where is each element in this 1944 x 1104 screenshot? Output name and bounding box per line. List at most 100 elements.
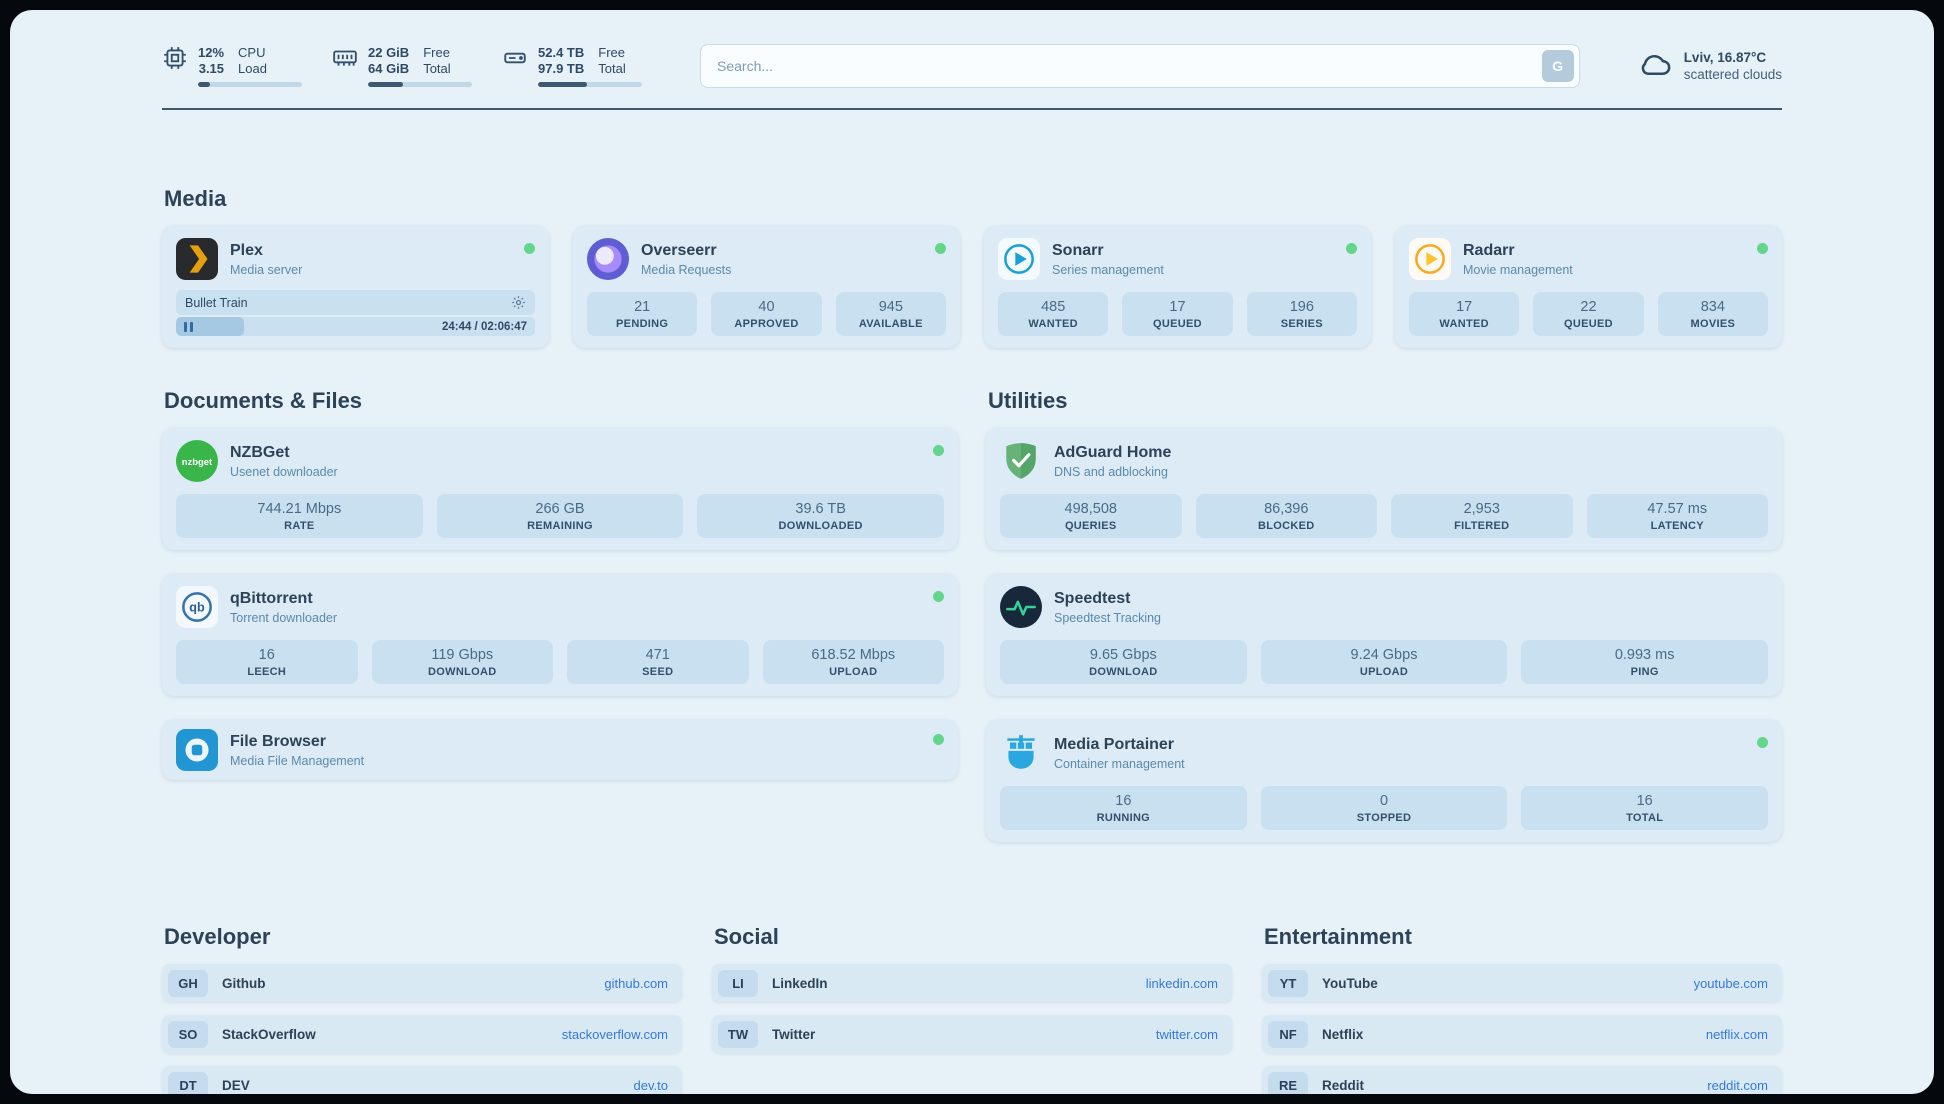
pause-icon[interactable] — [182, 321, 196, 333]
service-name: AdGuard Home — [1054, 443, 1172, 461]
service-card-radarr[interactable]: Radarr Movie management 17 WANTED 22 QUEUE… — [1395, 226, 1782, 348]
weather-location: Lviv, 16.87°C — [1683, 50, 1767, 65]
bookmarks-entertainment: Entertainment YT YouTube youtube.com NF … — [1262, 924, 1782, 1094]
bookmark-url: stackoverflow.com — [561, 1026, 668, 1042]
entertainment-section-title: Entertainment — [1264, 924, 1412, 949]
service-name: Overseerr — [641, 241, 717, 259]
weather-widget: Lviv, 16.87°C scattered clouds — [1638, 50, 1782, 83]
service-subtitle: Media Requests — [641, 262, 732, 277]
bookmark-name: DEV — [222, 1077, 250, 1093]
status-dot — [1757, 243, 1768, 254]
bookmark-abbr: TW — [718, 1020, 758, 1048]
bookmark-url: twitter.com — [1155, 1026, 1218, 1042]
service-name: Plex — [230, 241, 263, 259]
gear-icon[interactable] — [511, 295, 526, 310]
service-name: Radarr — [1463, 241, 1515, 259]
bookmark-name: YouTube — [1322, 975, 1378, 991]
stat-downloaded: 39.6 TB DOWNLOADED — [697, 494, 944, 538]
service-subtitle: Media File Management — [230, 753, 365, 768]
bookmark-abbr: YT — [1268, 969, 1308, 997]
search-bar: G — [700, 44, 1580, 88]
service-card-filebrowser[interactable]: File Browser Media File Management — [162, 720, 958, 780]
service-card-plex[interactable]: Plex Media server Bullet Train — [162, 226, 549, 348]
stat-pending: 21 PENDING — [587, 292, 698, 336]
search-provider-button[interactable]: G — [1541, 50, 1574, 82]
service-subtitle: Usenet downloader — [230, 464, 338, 479]
now-playing-row: Bullet Train — [176, 290, 535, 315]
cpu-progress-bar — [198, 82, 302, 88]
header-divider — [162, 108, 1782, 110]
status-dot — [1346, 243, 1357, 254]
cloud-icon — [1638, 50, 1674, 83]
cpu-percent: 12% — [198, 44, 225, 60]
memory-free: 22 GiB — [368, 44, 410, 60]
stat-queries: 498,508 QUERIES — [1000, 494, 1182, 538]
status-dot — [1757, 737, 1768, 748]
bookmark-name: Reddit — [1322, 1077, 1364, 1093]
service-name: NZBGet — [230, 443, 290, 461]
bookmark-url: linkedin.com — [1145, 975, 1218, 991]
social-section-title: Social — [714, 924, 779, 949]
bookmark-dev[interactable]: DT DEV dev.to — [162, 1066, 682, 1094]
service-subtitle: Series management — [1052, 262, 1164, 277]
stat-download: 119 Gbps DOWNLOAD — [371, 640, 553, 684]
service-name: File Browser — [230, 732, 327, 750]
sonarr-icon — [998, 238, 1040, 280]
bookmark-url: netflix.com — [1705, 1026, 1768, 1042]
status-dot — [935, 243, 946, 254]
bookmark-abbr: GH — [168, 969, 208, 997]
stat-latency: 47.57 ms LATENCY — [1586, 494, 1768, 538]
stat-upload: 618.52 Mbps UPLOAD — [762, 640, 944, 684]
memory-total-label: Total — [423, 61, 451, 76]
bookmark-youtube[interactable]: YT YouTube youtube.com — [1262, 964, 1782, 1002]
service-card-nzbget[interactable]: nzbget NZBGet Usenet downloader 744.21 M… — [162, 428, 958, 550]
memory-progress-bar — [368, 82, 472, 88]
memory-total: 64 GiB — [368, 61, 410, 76]
overseerr-icon — [587, 238, 629, 280]
developer-section-title: Developer — [164, 924, 271, 949]
bookmark-netflix[interactable]: NF Netflix netflix.com — [1262, 1015, 1782, 1053]
bookmark-twitter[interactable]: TW Twitter twitter.com — [712, 1015, 1232, 1053]
portainer-icon — [1000, 732, 1042, 774]
stat-leech: 16 LEECH — [176, 640, 358, 684]
bookmark-abbr: SO — [168, 1020, 208, 1048]
service-card-speedtest[interactable]: Speedtest Speedtest Tracking 9.65 Gbps DO… — [986, 574, 1782, 696]
stat-wanted: 485 WANTED — [998, 292, 1109, 336]
plex-icon — [176, 238, 218, 280]
service-card-portainer[interactable]: Media Portainer Container management 16 R… — [986, 720, 1782, 842]
stat-seed: 471 SEED — [567, 640, 749, 684]
service-card-overseerr[interactable]: Overseerr Media Requests 21 PENDING 40 APP… — [573, 226, 960, 348]
stat-approved: 40 APPROVED — [711, 292, 822, 336]
hdd-icon — [502, 45, 528, 76]
adguard-icon — [1000, 440, 1042, 482]
service-subtitle: Movie management — [1463, 262, 1573, 277]
section-documents: Documents & Files nzbget NZBGet Usenet d… — [162, 388, 958, 780]
stat-stopped: 0 STOPPED — [1260, 786, 1508, 830]
memory-widget: 22 GiB 64 GiB Free Total — [332, 45, 472, 88]
cpu-chip-icon — [162, 45, 188, 76]
bookmark-github[interactable]: GH Github github.com — [162, 964, 682, 1002]
service-subtitle: Speedtest Tracking — [1054, 610, 1162, 625]
cpu-label: CPU — [238, 44, 266, 60]
section-utilities: Utilities AdGuard Home DNS and adblockin… — [986, 388, 1782, 842]
stat-available: 945 AVAILABLE — [835, 292, 946, 336]
stat-blocked: 86,396 BLOCKED — [1195, 494, 1377, 538]
top-bar: 12% 3.15 CPU Load — [162, 44, 1782, 88]
service-card-adguard[interactable]: AdGuard Home DNS and adblocking 498,508 Q… — [986, 428, 1782, 550]
qbittorrent-icon: qb — [176, 586, 218, 628]
bookmark-reddit[interactable]: RE Reddit reddit.com — [1262, 1066, 1782, 1094]
cpu-widget: 12% 3.15 CPU Load — [162, 45, 302, 88]
status-dot — [933, 591, 944, 602]
stat-ping: 0.993 ms PING — [1521, 640, 1768, 684]
bookmark-url: github.com — [604, 975, 668, 991]
disk-widget: 52.4 TB 97.9 TB Free Total — [502, 45, 642, 88]
search-input[interactable] — [700, 44, 1580, 88]
bookmark-linkedin[interactable]: LI LinkedIn linkedin.com — [712, 964, 1232, 1002]
weather-condition: scattered clouds — [1683, 67, 1782, 82]
service-card-sonarr[interactable]: Sonarr Series management 485 WANTED 17 QUE… — [984, 226, 1371, 348]
bookmark-stackoverflow[interactable]: SO StackOverflow stackoverflow.com — [162, 1015, 682, 1053]
service-card-qbittorrent[interactable]: qb qBittorrent Torrent downloader 16 LEEC… — [162, 574, 958, 696]
service-subtitle: DNS and adblocking — [1054, 464, 1168, 479]
bookmark-abbr: NF — [1268, 1020, 1308, 1048]
now-playing-title: Bullet Train — [185, 295, 248, 310]
